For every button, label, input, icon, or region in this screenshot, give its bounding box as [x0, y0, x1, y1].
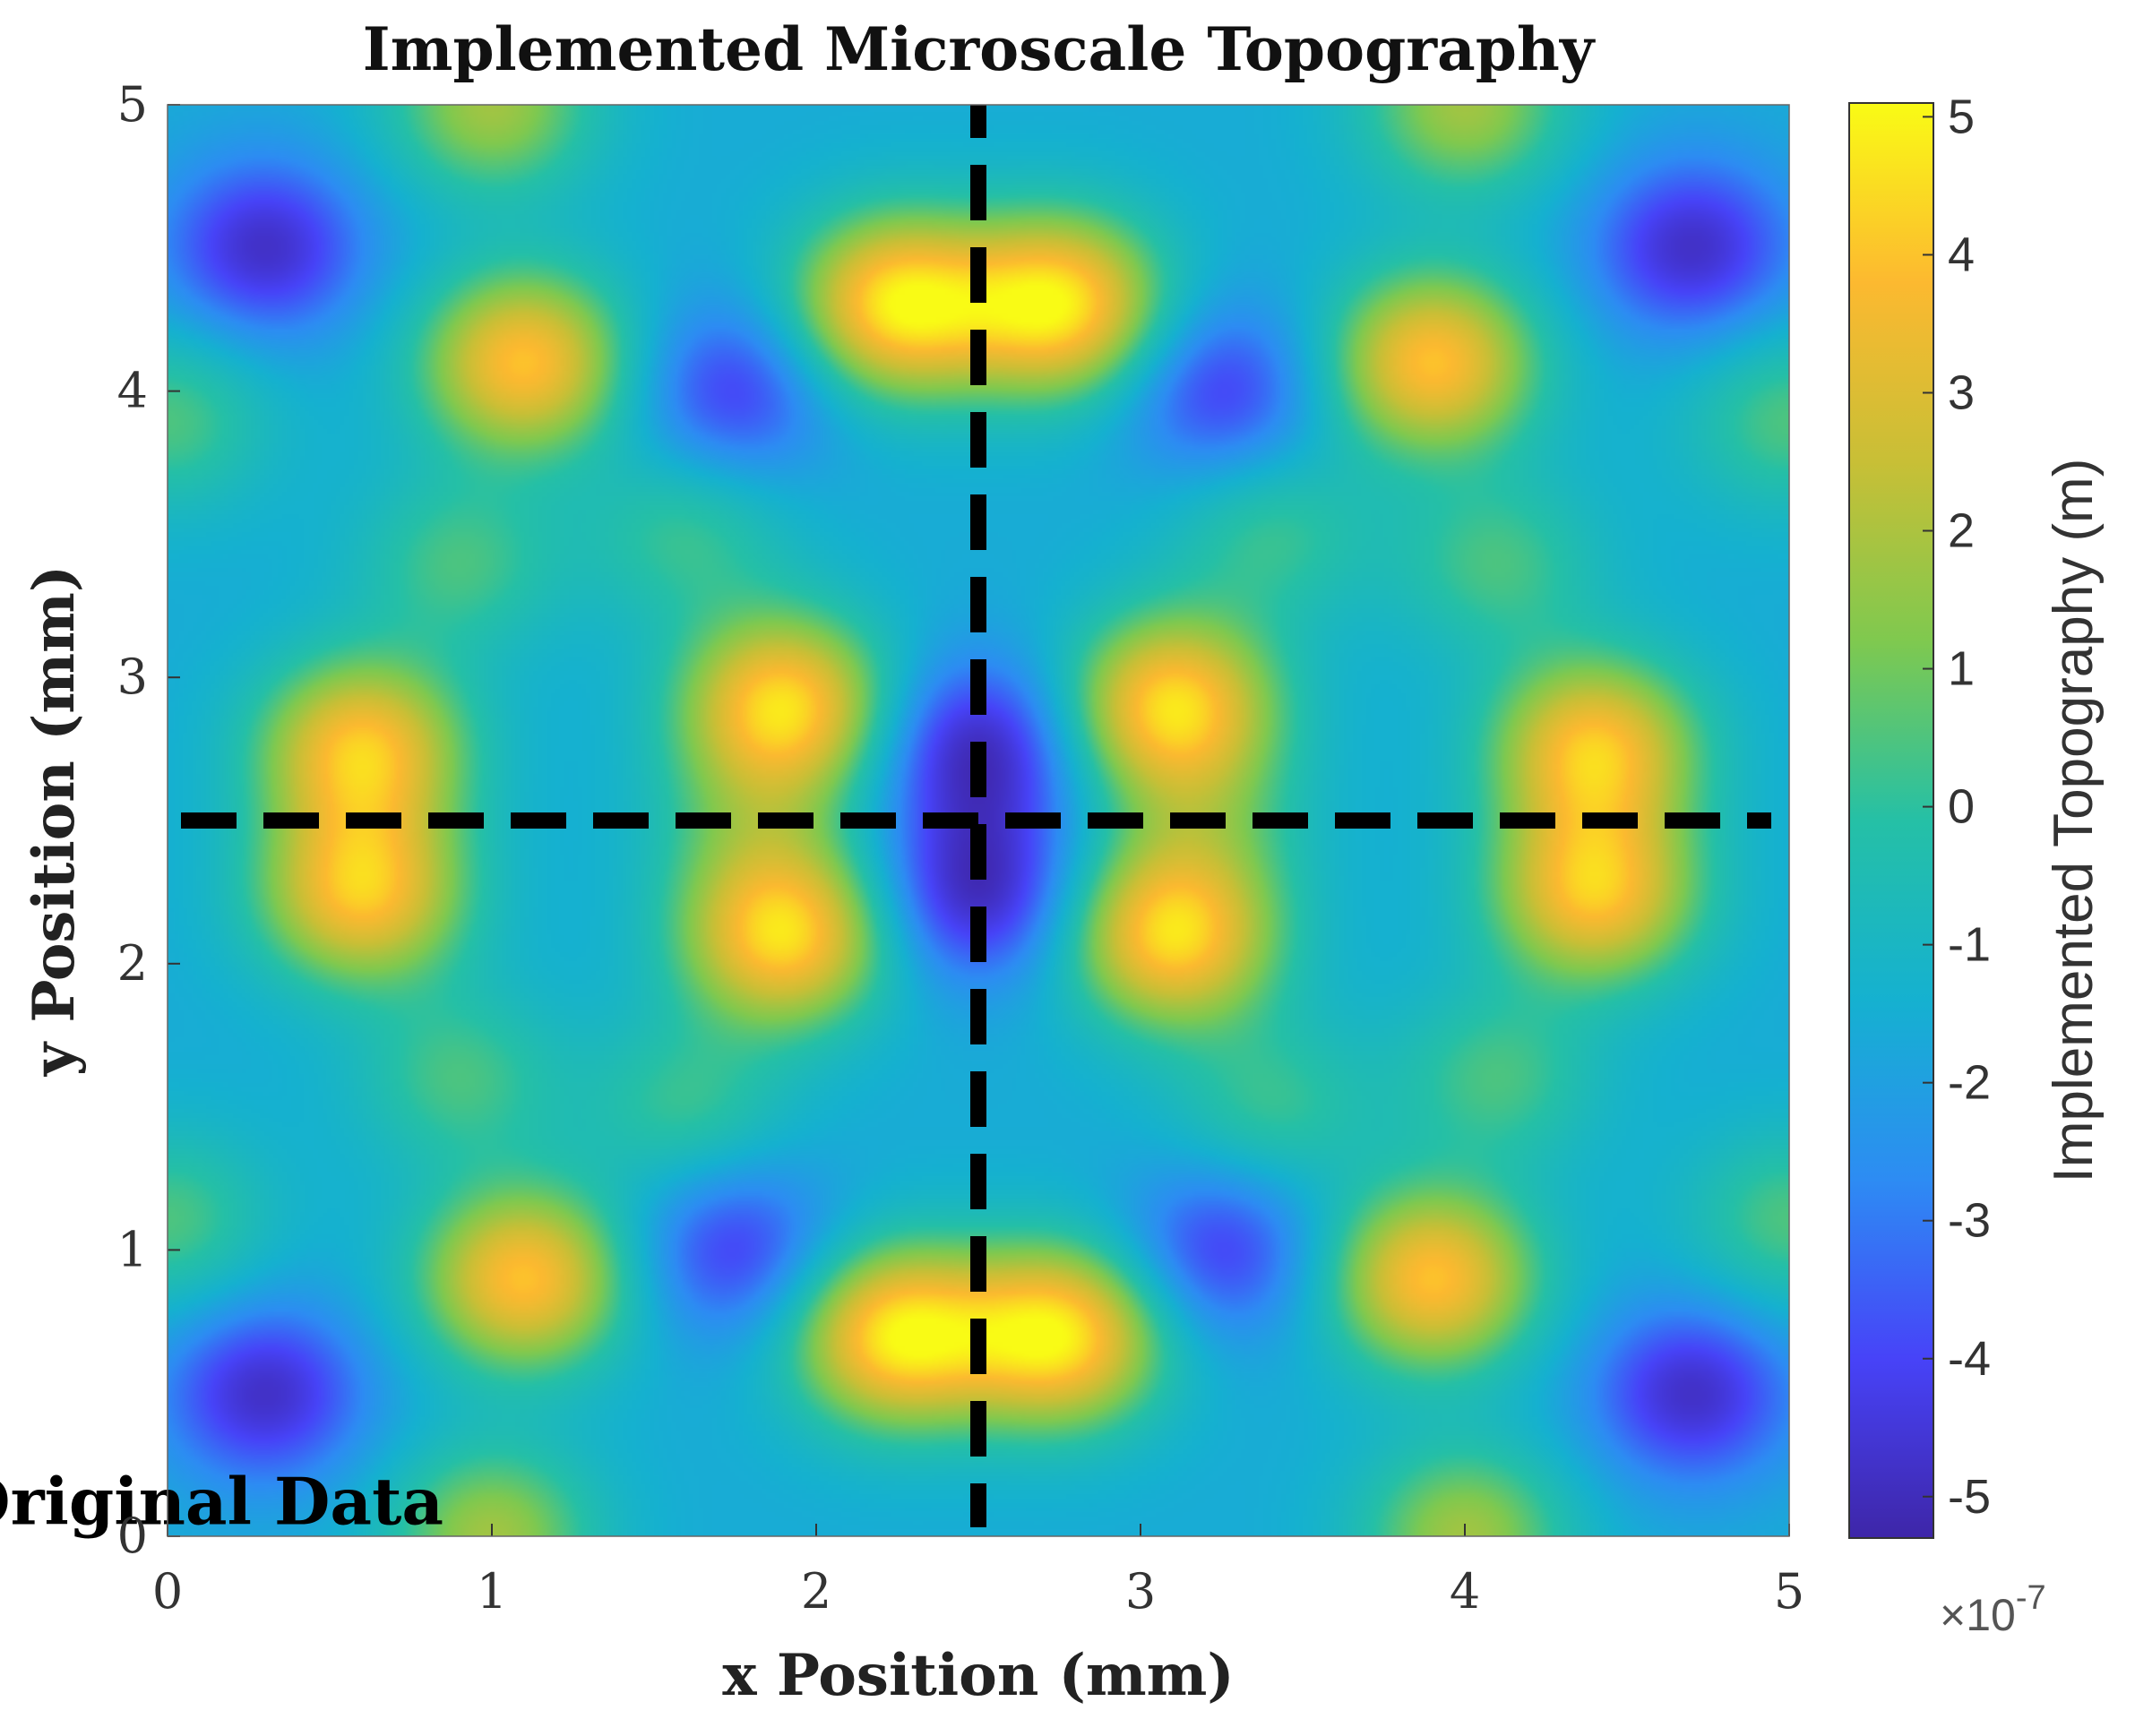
y-tick-label: 0: [117, 1508, 148, 1564]
original-data-annotation: Original Data: [0, 1464, 443, 1540]
colorbar-tick-label: 5: [1948, 90, 1975, 143]
x-axis-ticks: 0 1 2 3 4 5: [152, 1524, 1804, 1620]
dashed-guide-lines: [181, 105, 1771, 1527]
x-tick-label: 2: [801, 1563, 831, 1620]
x-axis-label: x Position (mm): [722, 1642, 1234, 1709]
y-axis-label: y Position (mm): [21, 565, 88, 1077]
x-tick-label: 5: [1774, 1563, 1804, 1620]
colorbar-tick-label: -4: [1948, 1332, 1991, 1386]
x-tick-label: 0: [152, 1563, 183, 1620]
x-tick-label: 1: [477, 1563, 507, 1620]
multiplier-exponent: -7: [2016, 1579, 2046, 1617]
colorbar-gradient: [1848, 102, 1934, 1539]
colorbar-tick-label: 4: [1948, 228, 1975, 281]
multiplier-base: ×10: [1940, 1590, 2016, 1640]
colorbar-tick-label: -3: [1948, 1194, 1991, 1248]
x-tick-label: 3: [1125, 1563, 1156, 1620]
colorbar: -5 -4 -3 -2 -1 0 1 2 3 4 5 Implemented Topography …: [1848, 90, 2105, 1640]
colorbar-tick-label: 3: [1948, 365, 1975, 419]
colorbar-label: Implemented Topography (m): [2043, 459, 2105, 1183]
colorbar-tick-label: -1: [1948, 918, 1991, 972]
plot-area: Original Data: [0, 105, 1789, 1540]
y-tick-label: 3: [117, 649, 148, 705]
colorbar-tick-label: -5: [1948, 1470, 1991, 1524]
colorbar-tick-label: -2: [1948, 1056, 1991, 1110]
chart-title: Implemented Microscale Topography: [363, 14, 1596, 84]
plot-frame: [167, 104, 1790, 1537]
colorbar-tick-label: 1: [1948, 642, 1975, 696]
y-tick-label: 2: [117, 935, 148, 992]
colorbar-tick-label: 0: [1948, 780, 1975, 834]
colorbar-tick-label: 2: [1948, 504, 1975, 558]
y-axis-ticks: 0 1 2 3 4 5: [117, 76, 180, 1564]
colorbar-ticks: -5 -4 -3 -2 -1 0 1 2 3 4 5: [1923, 90, 1991, 1524]
y-tick-label: 1: [117, 1221, 148, 1277]
colorbar-multiplier: ×10-7: [1940, 1579, 2046, 1640]
y-tick-label: 4: [117, 363, 148, 419]
x-tick-label: 4: [1450, 1563, 1480, 1620]
y-tick-label: 5: [117, 76, 148, 133]
